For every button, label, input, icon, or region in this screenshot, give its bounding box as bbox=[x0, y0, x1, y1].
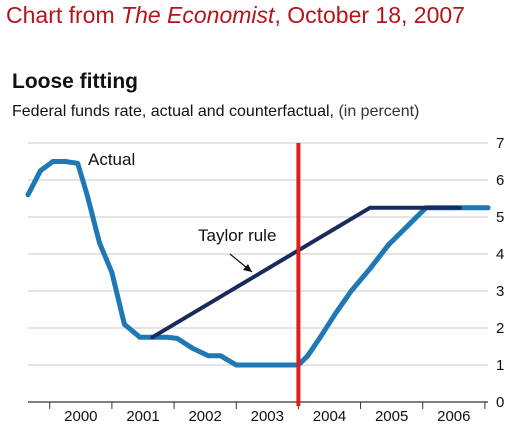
series-line-actual bbox=[25, 159, 491, 368]
x-tick-label-2000: 2000 bbox=[64, 408, 97, 425]
y-tick-label-3: 3 bbox=[496, 283, 504, 300]
source-prefix: Chart from bbox=[6, 2, 122, 28]
y-tick-label-5: 5 bbox=[496, 209, 504, 226]
y-tick-label-7: 7 bbox=[496, 135, 504, 152]
y-tick-label-1: 1 bbox=[496, 357, 504, 374]
x-tick-label-2001: 2001 bbox=[126, 408, 159, 425]
chart-title: Loose fitting bbox=[12, 70, 138, 93]
chart-subtitle-text: Federal funds rate, actual and counterfa… bbox=[12, 103, 334, 120]
series-lines bbox=[25, 159, 491, 368]
series-labels: Actual Taylor rule bbox=[88, 150, 276, 273]
x-tick-label-2006: 2006 bbox=[437, 408, 470, 425]
y-axis-ticks: 0 1 2 3 4 5 6 7 bbox=[496, 135, 504, 411]
x-tick-label-2005: 2005 bbox=[375, 408, 408, 425]
x-tick-label-2004: 2004 bbox=[313, 408, 346, 425]
source-date: , October 18, 2007 bbox=[274, 2, 465, 28]
chart-subtitle-unit: (in percent) bbox=[338, 103, 420, 120]
y-tick-label-4: 4 bbox=[496, 246, 504, 263]
series-label-actual: Actual bbox=[88, 150, 135, 169]
x-tick-label-2002: 2002 bbox=[188, 408, 221, 425]
series-line-taylor-rule bbox=[150, 205, 462, 340]
y-tick-label-6: 6 bbox=[496, 172, 504, 189]
series-label-taylor-rule: Taylor rule bbox=[198, 226, 276, 245]
x-tick-label-2003: 2003 bbox=[251, 408, 284, 425]
y-tick-label-0: 0 bbox=[496, 394, 504, 411]
source-header: Chart from The Economist, October 18, 20… bbox=[6, 2, 465, 29]
y-tick-label-2: 2 bbox=[496, 320, 504, 337]
chart-subtitle: Federal funds rate, actual and counterfa… bbox=[12, 103, 419, 121]
x-axis-ticks: 2000 2001 2002 2003 2004 2005 2006 bbox=[49, 402, 486, 425]
taylor-rule-arrowhead bbox=[243, 264, 252, 272]
source-publication: The Economist bbox=[121, 2, 275, 28]
